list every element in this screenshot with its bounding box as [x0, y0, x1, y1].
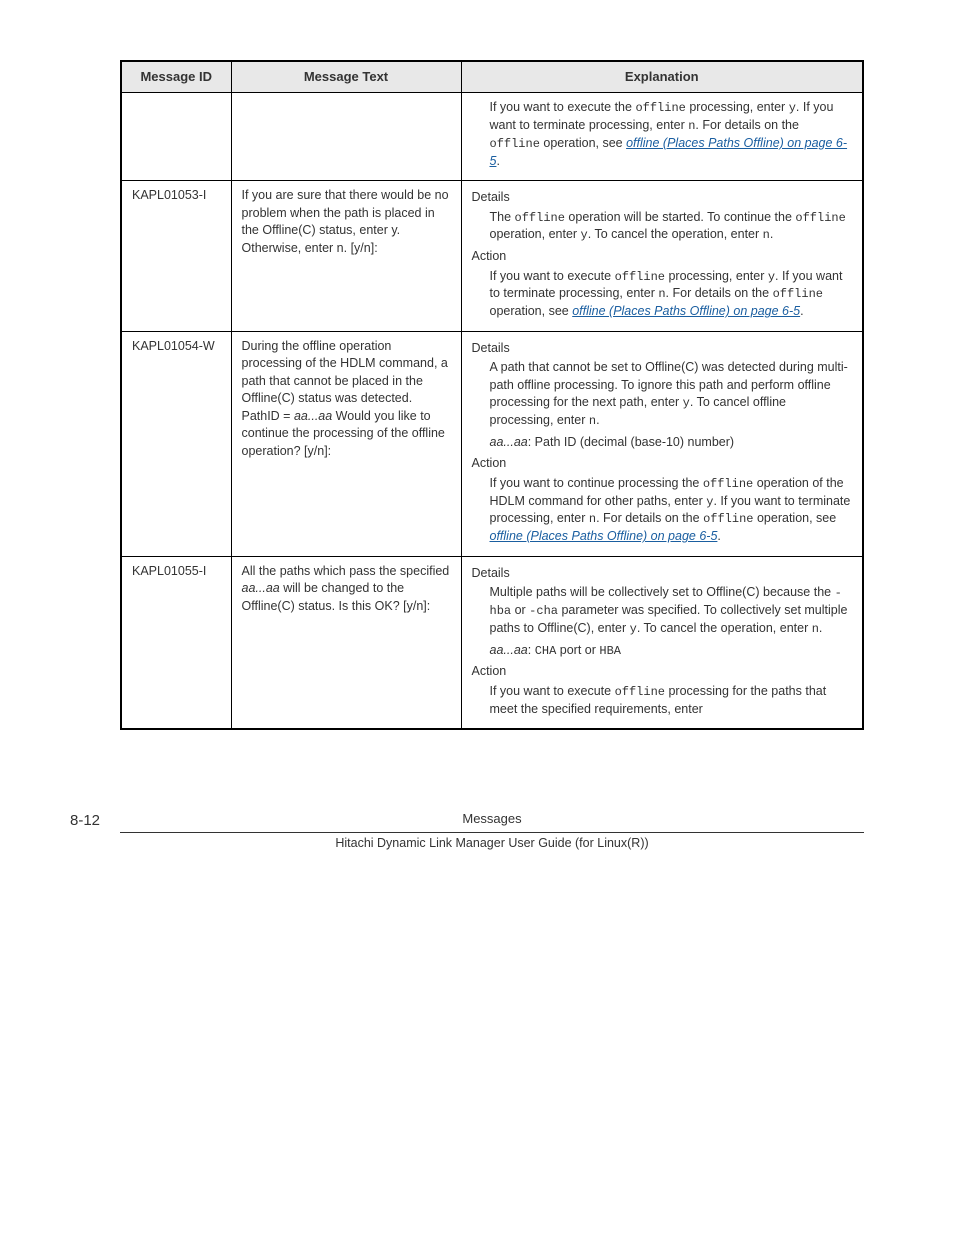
explanation-cell: DetailsMultiple paths will be collective…	[461, 556, 863, 729]
table-row: KAPL01053-I If you are sure that there w…	[121, 181, 863, 332]
explanation-cell: DetailsThe offline operation will be sta…	[461, 181, 863, 332]
header-explanation: Explanation	[461, 61, 863, 93]
header-message-id: Message ID	[121, 61, 231, 93]
msgid-cell: KAPL01053-I	[121, 181, 231, 332]
msgtext-cell: If you are sure that there would be no p…	[231, 181, 461, 332]
table-row: If you want to execute the offline proce…	[121, 93, 863, 181]
page-number: 8-12	[70, 810, 100, 831]
explanation-cell: DetailsA path that cannot be set to Offl…	[461, 331, 863, 556]
messages-table: Message ID Message Text Explanation If y…	[120, 60, 864, 730]
page-footer: 8-12 Messages Hitachi Dynamic Link Manag…	[120, 810, 864, 853]
table-row: KAPL01054-W During the offline operation…	[121, 331, 863, 556]
footer-divider	[120, 832, 864, 833]
msgtext-cell	[231, 93, 461, 181]
msgid-cell	[121, 93, 231, 181]
msgtext-cell: All the paths which pass the specified a…	[231, 556, 461, 729]
table-row: KAPL01055-I All the paths which pass the…	[121, 556, 863, 729]
msgid-cell: KAPL01054-W	[121, 331, 231, 556]
msgtext-cell: During the offline operation processing …	[231, 331, 461, 556]
header-message-text: Message Text	[231, 61, 461, 93]
explanation-cell: If you want to execute the offline proce…	[461, 93, 863, 181]
footer-subtitle: Hitachi Dynamic Link Manager User Guide …	[120, 835, 864, 853]
msgid-cell: KAPL01055-I	[121, 556, 231, 729]
footer-title: Messages	[120, 810, 864, 830]
